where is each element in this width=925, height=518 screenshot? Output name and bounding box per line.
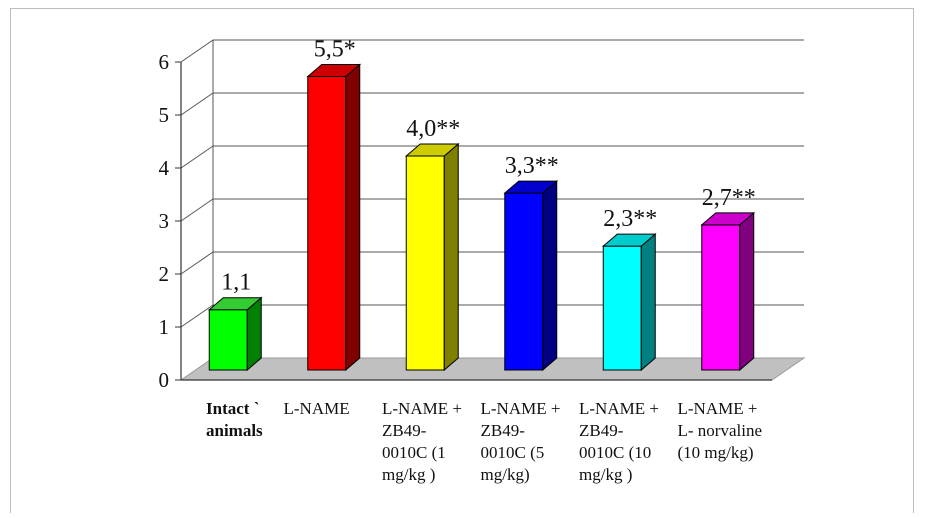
x-tick-label: L-NAME + ZB49- 0010C (10 mg/kg )	[579, 399, 659, 484]
chart-frame	[10, 8, 914, 513]
bar-top	[601, 233, 657, 247]
bar-side	[640, 233, 656, 372]
y-tick-label: 2	[159, 262, 170, 286]
data-label: 5,5*	[314, 37, 356, 63]
data-label: 4,0**	[406, 116, 460, 142]
bar	[405, 155, 445, 371]
gridline-side	[180, 145, 214, 169]
bar-side	[345, 63, 361, 372]
gridline-side	[180, 198, 214, 222]
bar	[208, 309, 248, 371]
y-tick-label: 6	[159, 50, 170, 74]
bar	[307, 76, 347, 371]
gridline-side	[180, 251, 214, 275]
y-tick-label: 5	[159, 103, 170, 127]
y-tick-label: 0	[159, 368, 170, 392]
bar-top	[207, 297, 263, 311]
x-tick-label: L-NAME + L- norvaline (10 mg/kg)	[677, 399, 763, 462]
x-tick-label: L-NAME	[283, 399, 350, 418]
bar	[504, 192, 544, 371]
data-label: 2,7**	[702, 185, 756, 211]
data-label: 1,1	[221, 270, 251, 296]
bar-side	[739, 211, 755, 372]
gridline-side	[180, 304, 214, 328]
x-tick-label: L-NAME + ZB49- 0010C (1 mg/kg )	[382, 399, 462, 484]
bar-side	[542, 180, 558, 372]
x-tick-label: L-NAME + ZB49- 0010C (5 mg/kg)	[480, 399, 561, 484]
y-tick-label: 1	[159, 315, 170, 339]
data-label: 3,3**	[505, 153, 559, 179]
y-tick-label: 4	[159, 156, 170, 180]
bar-top	[306, 64, 362, 77]
gridline-side	[180, 92, 214, 116]
bar-side	[443, 142, 459, 372]
y-tick-label: 3	[159, 209, 170, 233]
bar	[602, 245, 642, 371]
bar-top	[700, 212, 756, 226]
bar-top	[404, 143, 460, 157]
bar-top	[503, 180, 559, 194]
data-label: 2,3**	[603, 206, 657, 232]
bar	[701, 224, 741, 371]
gridline-side	[180, 39, 214, 63]
x-tick-label: Intact ˋ animals	[206, 399, 263, 440]
